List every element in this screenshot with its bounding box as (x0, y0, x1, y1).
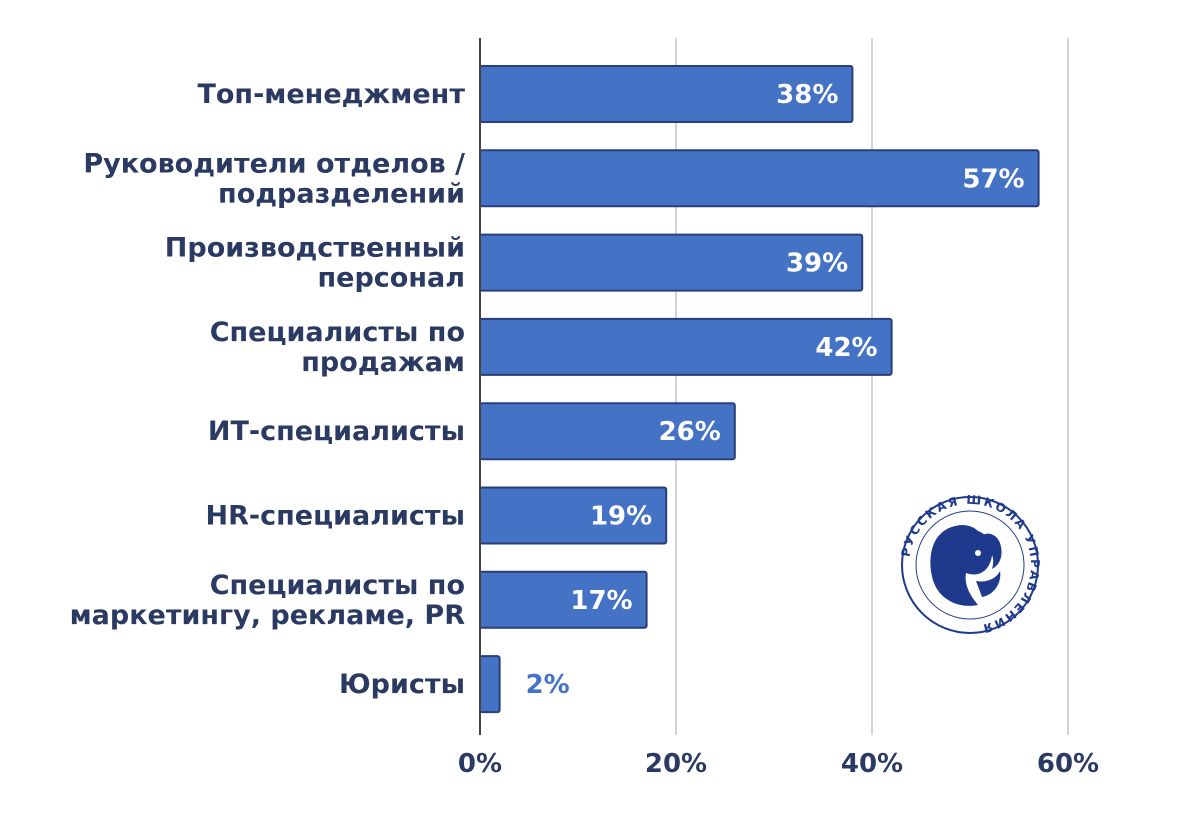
category-label-line: ИТ-специалисты (208, 416, 465, 447)
category-label-line: Руководители отделов / (83, 148, 465, 179)
category-label: Топ-менеджмент (197, 79, 465, 110)
category-label: Производственный персонал (165, 233, 465, 294)
category-labels: Топ-менеджмент Руководители отделов / подр… (70, 79, 466, 700)
logo: РУССКАЯ ШКОЛА УПРАВЛЕНИЯ (898, 493, 1040, 636)
x-tick-label: 20% (645, 749, 707, 779)
bar-value-label: 19% (590, 502, 652, 532)
category-label-line: Специалисты по (210, 317, 465, 348)
x-tick-label: 60% (1037, 749, 1099, 779)
category-label-line: Специалисты по (210, 570, 465, 601)
x-tick-label: 0% (458, 749, 502, 779)
bar-value-label: 17% (570, 586, 632, 616)
bar-value-label: 57% (962, 164, 1024, 194)
category-label-line: маркетингу, рекламе, PR (70, 600, 466, 631)
x-tick-label: 40% (841, 749, 903, 779)
category-label-line: Юристы (339, 669, 465, 700)
grid-layer (675, 38, 1069, 735)
category-label-line: Производственный (165, 233, 465, 264)
category-label-line: HR-специалисты (206, 501, 465, 532)
category-label: ИТ-специалисты (208, 416, 465, 447)
category-label: Руководители отделов / подразделений (83, 148, 465, 209)
bar (479, 149, 1040, 208)
category-label: Юристы (339, 669, 465, 700)
bar (479, 655, 501, 714)
category-label-line: персонал (318, 263, 466, 294)
bar-value-label: 42% (815, 333, 877, 363)
bar-value-label: 2% (526, 670, 570, 700)
lion-head-icon (930, 525, 1002, 606)
bar-value-label: 38% (776, 80, 838, 110)
category-label: Специалисты по маркетингу, рекламе, PR (70, 570, 466, 631)
category-label: Специалисты по продажам (210, 317, 465, 378)
category-label-line: продажам (301, 347, 465, 378)
bar-value-label: 39% (786, 249, 848, 279)
category-label-line: Топ-менеджмент (197, 79, 465, 110)
logo-inner-ring (915, 510, 1025, 620)
category-label: HR-специалисты (206, 501, 465, 532)
bar-value-label: 26% (659, 417, 721, 447)
category-label-line: подразделений (218, 178, 465, 209)
x-tick-labels: 0% 20% 40% 60% (458, 749, 1099, 779)
